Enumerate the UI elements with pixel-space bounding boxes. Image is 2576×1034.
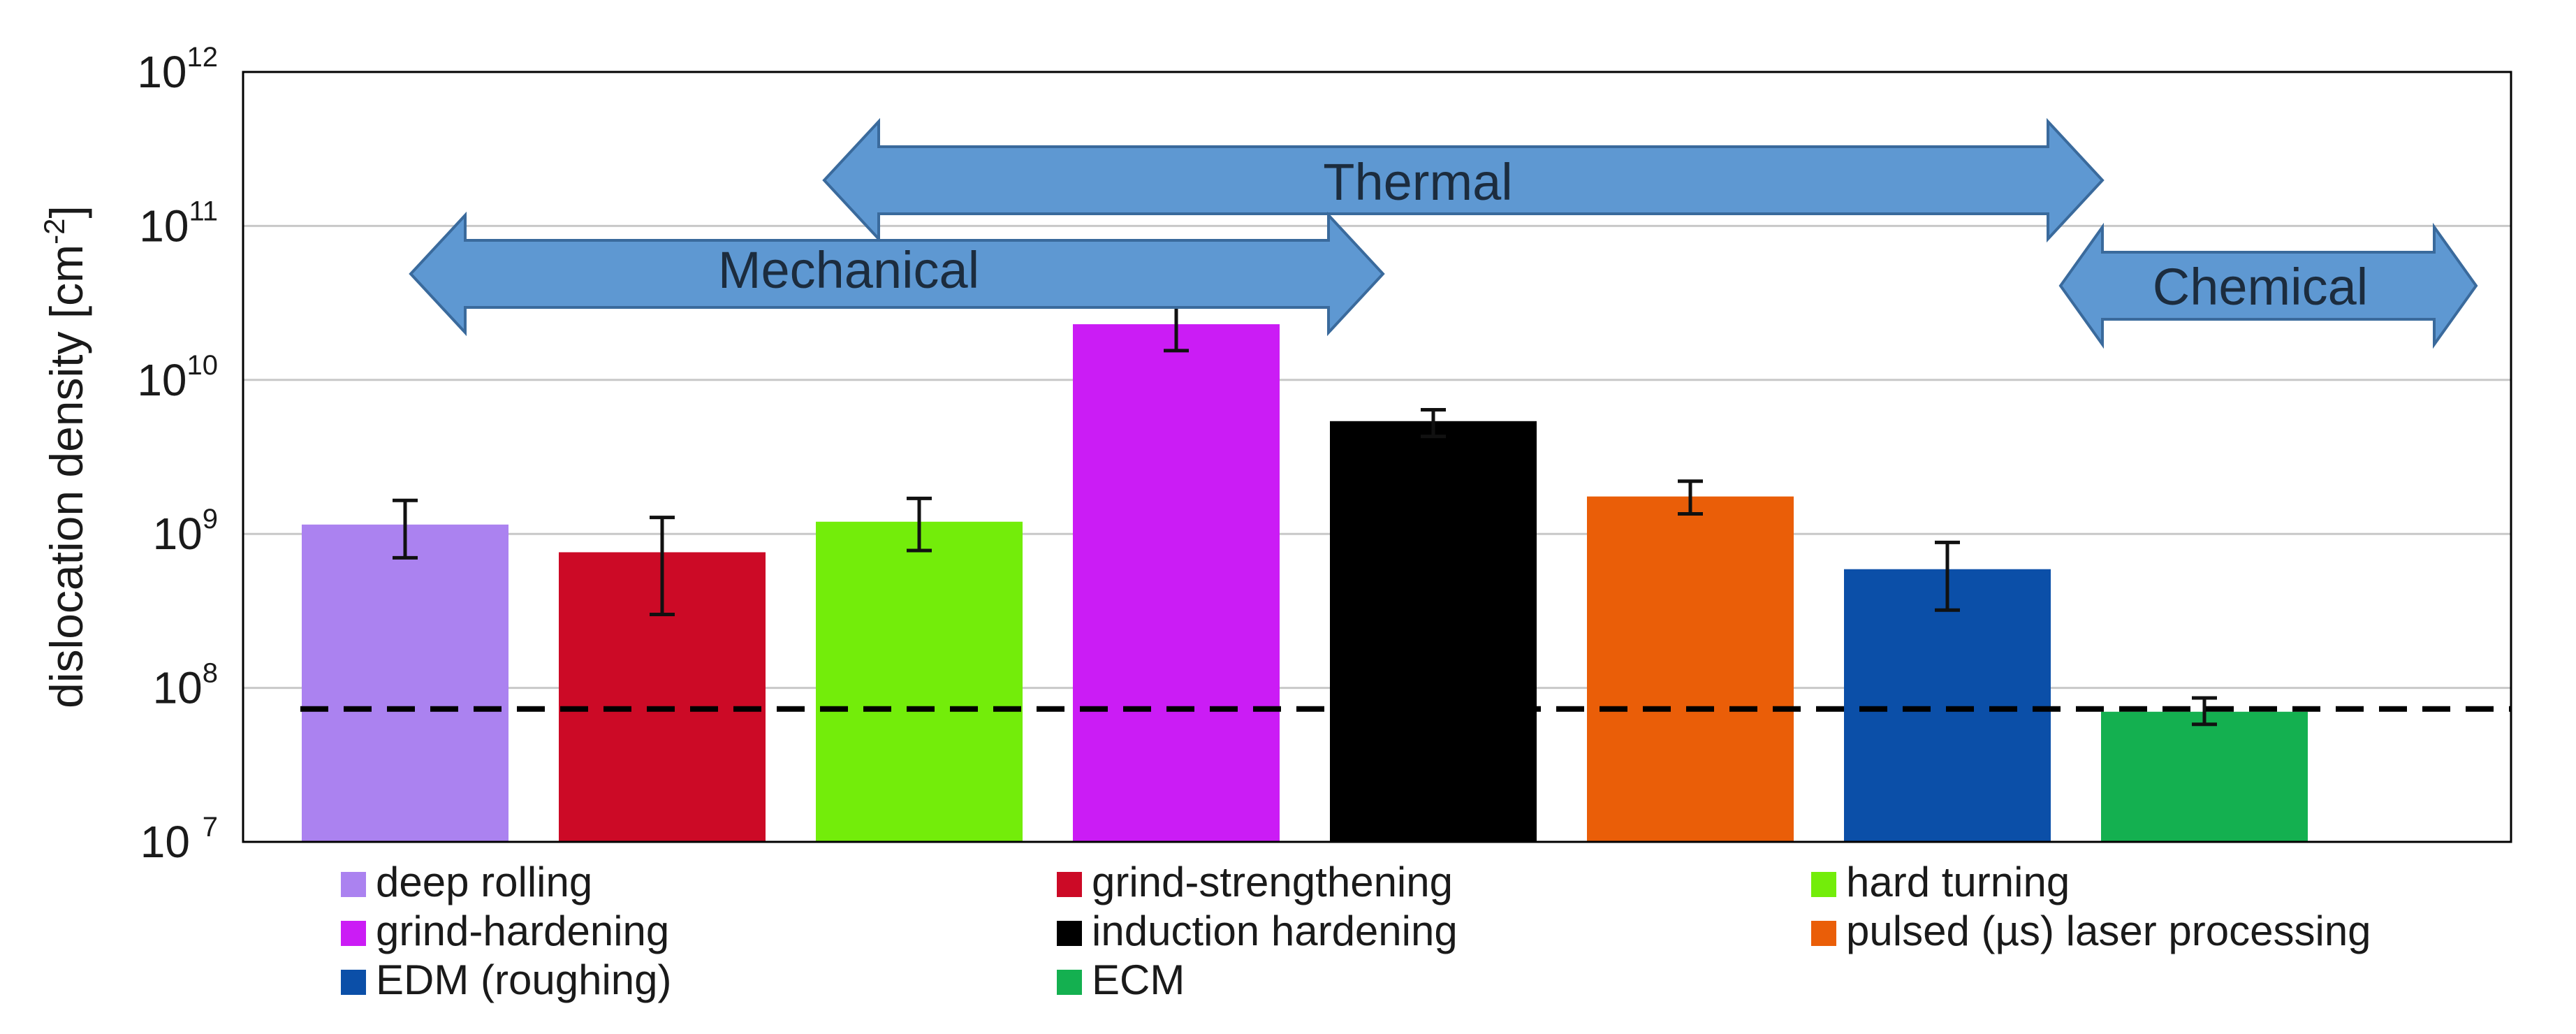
legend-label: deep rolling: [376, 859, 592, 905]
y-axis-label-close: ]: [41, 205, 92, 218]
category-arrows: Thermal Mechanical Chemical: [409, 117, 2478, 349]
legend-swatch: [1057, 872, 1082, 897]
legend-label: grind-strengthening: [1092, 859, 1453, 905]
legend-swatch: [1057, 970, 1082, 995]
bar: [2101, 711, 2308, 842]
y-tick-label: 108: [153, 658, 218, 713]
legend-swatch: [1057, 921, 1082, 946]
y-tick-label: 10 7: [140, 812, 218, 867]
bar: [816, 521, 1023, 842]
y-tick-label: 1010: [137, 350, 218, 405]
legend-label: induction hardening: [1092, 908, 1458, 954]
legend-swatch: [341, 872, 366, 897]
y-axis-label: dislocation density [cm-2]: [38, 205, 92, 708]
legend: deep rolling grind-strengthening hard turn…: [341, 859, 2371, 1003]
legend-swatch: [341, 970, 366, 995]
y-tick-label: 1011: [139, 196, 218, 251]
arrow-mechanical: [409, 211, 1385, 337]
arrow-label: Thermal: [1323, 153, 1512, 211]
legend-swatch: [341, 921, 366, 946]
legend-label: pulsed (µs) laser processing: [1846, 908, 2371, 954]
y-axis-label-exponent: -2: [38, 219, 71, 245]
plot-frame: [242, 71, 2512, 843]
arrow-thermal: [822, 117, 2105, 243]
bar: [1844, 569, 2051, 842]
y-tick-label: 1012: [137, 42, 218, 97]
arrow-chemical: [2058, 222, 2478, 349]
y-tick-label: 109: [153, 504, 218, 559]
arrow-label: Mechanical: [718, 241, 979, 299]
bar: [1587, 496, 1794, 842]
bar: [302, 524, 508, 842]
bar: [1330, 421, 1537, 842]
y-axis-ticks: 1012 1011 1010 109 108 10 7: [137, 42, 218, 867]
bars: [302, 324, 2308, 842]
legend-label: grind-hardening: [376, 908, 669, 954]
legend-swatch: [1811, 921, 1836, 946]
legend-label: ECM: [1092, 956, 1185, 1003]
y-axis-label-main: dislocation density [cm: [41, 245, 92, 708]
arrow-label: Chemical: [2153, 258, 2368, 316]
legend-swatch: [1811, 872, 1836, 897]
legend-label: EDM (roughing): [376, 956, 672, 1003]
bar: [1073, 324, 1280, 842]
legend-label: hard turning: [1846, 859, 2070, 905]
